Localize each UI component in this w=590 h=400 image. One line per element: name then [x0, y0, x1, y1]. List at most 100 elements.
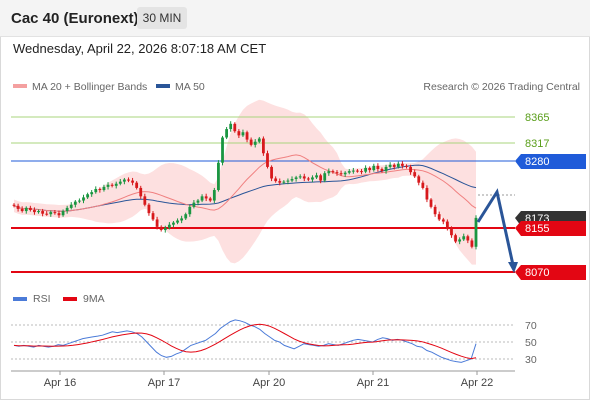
candle-body: [98, 188, 102, 191]
rsi-tick-30: 30: [525, 354, 537, 366]
candle-body: [429, 199, 433, 207]
forecast-arrowhead: [508, 262, 518, 273]
datetime-label: Wednesday, April 22, 2026 8:07:18 AM CET: [13, 41, 267, 56]
candle-body: [28, 207, 32, 210]
candle-body: [237, 131, 241, 136]
copyright-label: Research © 2026 Trading Central: [423, 81, 580, 93]
candle-body: [102, 186, 106, 191]
candle-body: [298, 176, 302, 178]
candle-body: [135, 182, 139, 188]
ma9-legend-label: 9MA: [83, 293, 105, 305]
candle-body: [229, 123, 233, 130]
candle-body: [327, 171, 331, 174]
candle-body: [188, 206, 192, 215]
candle-body: [274, 178, 278, 182]
candle-body: [470, 240, 474, 247]
candle-body: [233, 123, 237, 132]
candle-body: [392, 164, 396, 167]
rsi-legend-swatch: [13, 297, 27, 301]
candle-body: [306, 178, 310, 180]
candle-body: [94, 188, 98, 193]
candle-body: [417, 176, 421, 183]
candle-body: [200, 196, 204, 201]
ma9-line: [13, 323, 477, 360]
candle-body: [24, 207, 28, 212]
timeframe-badge[interactable]: 30 MIN: [137, 7, 187, 29]
candle-body: [37, 211, 40, 213]
instrument-title: Cac 40 (Euronext): [11, 10, 139, 27]
candle-body: [445, 221, 449, 229]
ma50-legend-swatch: [156, 84, 170, 88]
candle-body: [147, 204, 151, 214]
pivot-label: 8280: [525, 156, 549, 168]
x-label-apr22: Apr 22: [461, 377, 493, 389]
candle-body: [204, 196, 208, 199]
candle-body: [270, 166, 273, 179]
candle-body: [380, 169, 384, 172]
candle-body: [466, 236, 470, 241]
support-1-tag: [515, 221, 586, 236]
candle-body: [61, 211, 65, 216]
candle-body: [208, 198, 212, 201]
candle-body: [12, 204, 16, 206]
candle-body: [458, 239, 462, 242]
candle-body: [266, 153, 269, 167]
forecast-arrow: [476, 188, 515, 266]
candle-body: [335, 172, 339, 174]
candle-body: [139, 187, 143, 197]
candle-body: [241, 132, 245, 136]
candle-body: [184, 214, 188, 219]
candle-body: [413, 172, 417, 177]
candle-body: [331, 171, 335, 173]
candle-body: [159, 226, 163, 230]
support-2-tag: [515, 265, 586, 280]
candle-body: [167, 224, 171, 228]
candle-body: [143, 196, 147, 205]
rsi-tick-50: 50: [525, 337, 537, 349]
candle-body: [347, 171, 351, 173]
candle-body: [20, 208, 24, 212]
candle-body: [278, 181, 282, 183]
candle-body: [86, 194, 89, 198]
candle-body: [16, 205, 20, 209]
candle-body: [57, 213, 61, 216]
candle-body: [78, 200, 81, 202]
x-label-apr20: Apr 20: [253, 377, 285, 389]
candle-body: [376, 165, 380, 170]
candle-body: [155, 219, 159, 227]
candle-body: [65, 207, 69, 212]
candle-body: [433, 206, 437, 215]
ma20-legend-label: MA 20 + Bollinger Bands: [32, 81, 147, 93]
candle-body: [69, 204, 73, 208]
candle-body: [368, 167, 372, 171]
candle-body: [356, 170, 359, 172]
ma20-line: [13, 154, 477, 212]
candle-body: [122, 179, 126, 182]
candle-body: [172, 222, 175, 225]
candle-body: [217, 162, 220, 191]
candle-body: [33, 210, 36, 213]
candle-body: [118, 181, 122, 184]
candle-body: [311, 177, 314, 180]
support-1-label: 8155: [525, 223, 549, 235]
candle-body: [212, 190, 216, 201]
candle-body: [41, 211, 45, 214]
candle-body: [131, 180, 134, 183]
candle-body: [351, 170, 355, 172]
candle-body: [396, 163, 400, 167]
candle-body: [441, 219, 445, 222]
resistance-2-label: 8365: [525, 112, 549, 124]
candle-body: [90, 192, 94, 195]
ma20-legend-swatch: [13, 84, 27, 88]
candle-body: [323, 173, 327, 181]
candle-body: [405, 165, 408, 167]
candle-body: [106, 184, 110, 187]
x-label-apr17: Apr 17: [148, 377, 180, 389]
rsi-tick-70: 70: [525, 320, 537, 332]
candle-body: [127, 179, 130, 181]
candle-body: [45, 213, 49, 215]
candle-body: [294, 177, 298, 179]
candle-body: [49, 212, 53, 215]
candle-body: [257, 138, 261, 142]
